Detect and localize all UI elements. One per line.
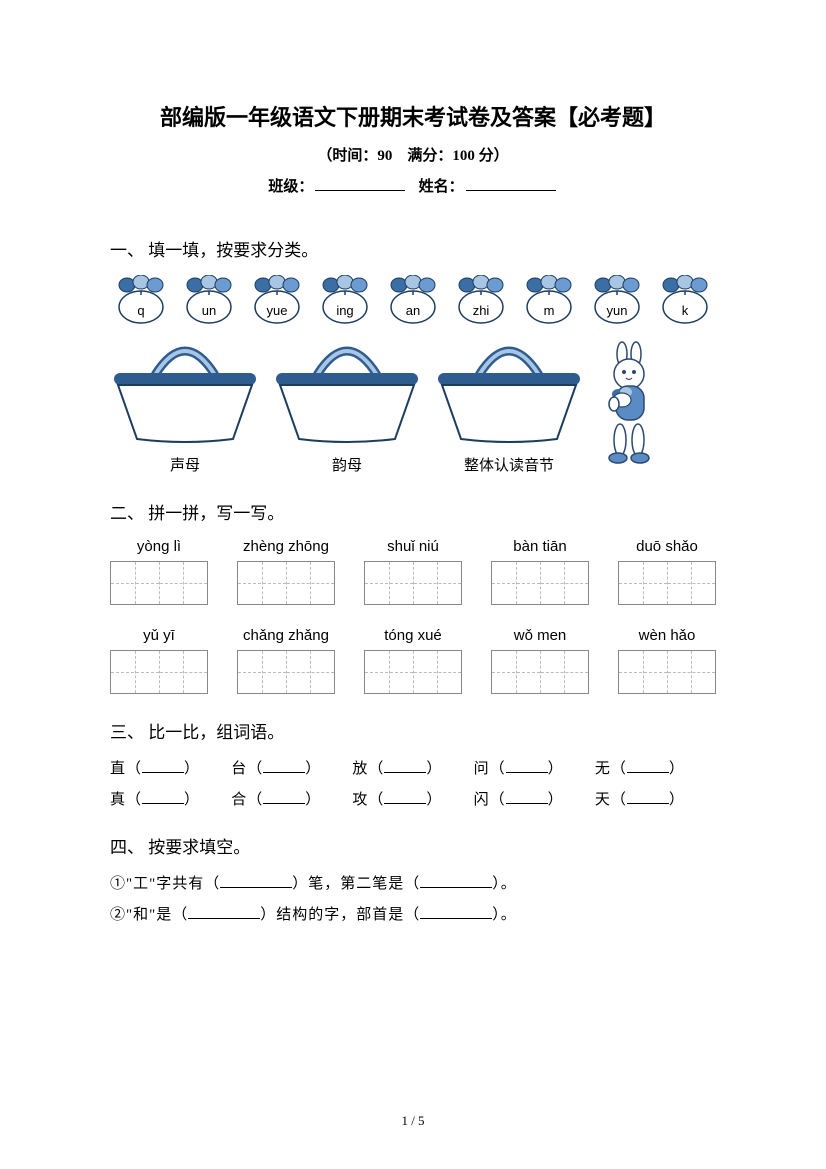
leaf-item: an (384, 275, 442, 325)
student-info: 班级： 姓名： (110, 175, 716, 196)
q4-blank2[interactable] (420, 875, 492, 889)
word-item: 攻（） (352, 788, 473, 809)
leaf-text: an (384, 303, 442, 318)
writing-grid[interactable] (237, 650, 335, 694)
word-blank[interactable] (627, 791, 669, 805)
leaf-text: q (112, 303, 170, 318)
leaf-text: un (180, 303, 238, 318)
leaf-text: m (520, 303, 578, 318)
leaf-item: yue (248, 275, 306, 325)
leaf-item: ing (316, 275, 374, 325)
basket-label: 韵母 (272, 454, 422, 475)
word-item: 天（） (595, 788, 716, 809)
leaf-text: zhi (452, 303, 510, 318)
section2-title: 二、 拼一拼，写一写。 (110, 499, 716, 524)
basket-row: 声母 韵母 整体认读音节 (110, 333, 716, 475)
q4-blank1[interactable] (220, 875, 292, 889)
section4-title: 四、 按要求填空。 (110, 833, 716, 858)
pinyin-label: wǒ men (491, 627, 589, 644)
q4-2a: ②"和"是（ (110, 907, 188, 923)
writing-grid[interactable] (237, 561, 335, 605)
rabbit-icon (596, 340, 666, 475)
class-label: 班级： (268, 179, 313, 195)
grid-row-2 (110, 650, 716, 694)
fill-line-1: ①"工"字共有（ ）笔，第二笔是（ ）。 (110, 872, 716, 893)
page-number: 1 / 5 (0, 1113, 826, 1129)
word-item: 问（） (474, 757, 595, 778)
word-blank[interactable] (384, 791, 426, 805)
word-row-1: 直（）台（）放（）问（）无（） (110, 757, 716, 778)
word-item: 台（） (231, 757, 352, 778)
writing-grid[interactable] (618, 561, 716, 605)
leaf-row: q un yue ing an (110, 275, 716, 325)
writing-grid[interactable] (491, 561, 589, 605)
word-item: 直（） (110, 757, 231, 778)
leaf-text: yue (248, 303, 306, 318)
leaf-text: k (656, 303, 714, 318)
basket-label: 整体认读音节 (434, 454, 584, 475)
subtitle: （时间：90 满分：100 分） (110, 144, 716, 165)
pinyin-label: chǎng zhǎng (237, 627, 335, 644)
section1-title: 一、 填一填，按要求分类。 (110, 236, 716, 261)
section3-title: 三、 比一比，组词语。 (110, 718, 716, 743)
grid-row-1 (110, 561, 716, 605)
class-blank[interactable] (315, 176, 405, 191)
pinyin-row-2: yǔ yī chǎng zhǎng tóng xué wǒ men wèn hǎo (110, 627, 716, 644)
writing-grid[interactable] (618, 650, 716, 694)
word-item: 无（） (595, 757, 716, 778)
name-blank[interactable] (466, 176, 556, 191)
word-blank[interactable] (142, 760, 184, 774)
word-blank[interactable] (506, 760, 548, 774)
q4-2b: ）结构的字，部首是（ (260, 907, 420, 923)
fill-line-2: ②"和"是（ ）结构的字，部首是（ ）。 (110, 903, 716, 924)
basket-label: 声母 (110, 454, 260, 475)
name-label: 姓名： (419, 179, 464, 195)
word-blank[interactable] (263, 791, 305, 805)
word-blank[interactable] (142, 791, 184, 805)
pinyin-label: yòng lì (110, 538, 208, 555)
word-item: 放（） (352, 757, 473, 778)
basket: 韵母 (272, 333, 422, 475)
word-blank[interactable] (506, 791, 548, 805)
basket: 声母 (110, 333, 260, 475)
q4-2c: ）。 (492, 907, 517, 923)
leaf-item: zhi (452, 275, 510, 325)
word-blank[interactable] (627, 760, 669, 774)
leaf-item: q (112, 275, 170, 325)
q4-blank3[interactable] (188, 906, 260, 920)
leaf-item: yun (588, 275, 646, 325)
leaf-text: ing (316, 303, 374, 318)
writing-grid[interactable] (491, 650, 589, 694)
writing-grid[interactable] (364, 561, 462, 605)
writing-grid[interactable] (110, 561, 208, 605)
page-title: 部编版一年级语文下册期末考试卷及答案【必考题】 (110, 100, 716, 132)
word-item: 闪（） (474, 788, 595, 809)
q4-1b: ）笔，第二笔是（ (292, 876, 420, 892)
word-row-2: 真（）合（）攻（）闪（）天（） (110, 788, 716, 809)
leaf-item: un (180, 275, 238, 325)
word-blank[interactable] (384, 760, 426, 774)
pinyin-label: wèn hǎo (618, 627, 716, 644)
pinyin-label: duō shǎo (618, 538, 716, 555)
word-item: 合（） (231, 788, 352, 809)
writing-grid[interactable] (110, 650, 208, 694)
leaf-item: k (656, 275, 714, 325)
writing-grid[interactable] (364, 650, 462, 694)
word-item: 真（） (110, 788, 231, 809)
basket: 整体认读音节 (434, 333, 584, 475)
pinyin-row-1: yòng lì zhèng zhōng shuǐ niú bàn tiān duō sh… (110, 538, 716, 555)
q4-blank4[interactable] (420, 906, 492, 920)
q4-1a: ①"工"字共有（ (110, 876, 220, 892)
pinyin-label: bàn tiān (491, 538, 589, 555)
word-blank[interactable] (263, 760, 305, 774)
pinyin-label: tóng xué (364, 627, 462, 644)
pinyin-label: zhèng zhōng (237, 538, 335, 555)
pinyin-label: yǔ yī (110, 627, 208, 644)
leaf-text: yun (588, 303, 646, 318)
leaf-item: m (520, 275, 578, 325)
q4-1c: ）。 (492, 876, 517, 892)
pinyin-label: shuǐ niú (364, 538, 462, 555)
